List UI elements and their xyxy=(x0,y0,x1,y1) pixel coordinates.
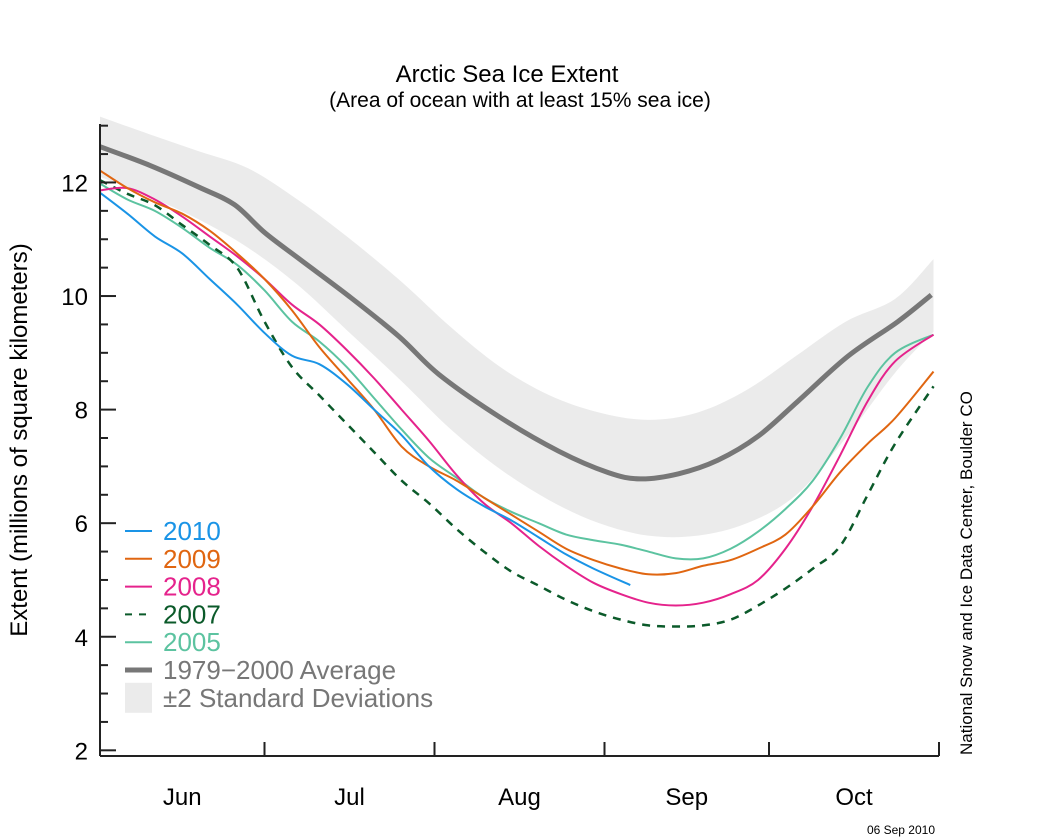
series-line-2007 xyxy=(99,179,935,628)
y-tick-label: 12 xyxy=(61,170,88,197)
series-line-2010 xyxy=(99,191,631,586)
chart-title: Arctic Sea Ice Extent xyxy=(396,61,619,88)
plot-area xyxy=(99,116,935,628)
date-stamp: 06 Sep 2010 xyxy=(867,823,935,837)
legend-label: 2010 xyxy=(163,516,221,546)
credit-text: National Snow and Ice Data Center, Bould… xyxy=(957,391,976,755)
y-axis-label: Extent (millions of square kilometers) xyxy=(6,243,33,636)
axes: 2 4 6 8 10 12 Jun Jul Aug Sep Oct xyxy=(61,124,940,811)
legend-label: 2009 xyxy=(163,544,221,574)
x-tick-label-oct: Oct xyxy=(835,784,873,811)
x-tick-label-jun: Jun xyxy=(163,784,202,811)
x-ticks: Jun Jul Aug Sep Oct xyxy=(163,742,940,811)
chart-subtitle: (Area of ocean with at least 15% sea ice… xyxy=(329,89,711,112)
series-line-2009 xyxy=(99,169,935,576)
y-tick-label: 2 xyxy=(75,738,88,765)
series-line-1979-2000-average xyxy=(99,144,933,482)
y-tick-label: 10 xyxy=(61,284,88,311)
legend-swatch-band xyxy=(125,682,152,713)
series-line-2005 xyxy=(99,182,934,561)
legend-label: ±2 Standard Deviations xyxy=(163,683,433,713)
y-tick-label: 4 xyxy=(75,625,88,652)
legend-label: 2005 xyxy=(163,627,221,657)
std-band xyxy=(100,116,934,538)
legend-label: 2007 xyxy=(163,599,221,629)
x-tick-label-aug: Aug xyxy=(498,784,541,811)
series-line-2008 xyxy=(99,186,935,607)
x-tick-label-sep: Sep xyxy=(665,784,708,811)
y-tick-label: 6 xyxy=(75,511,88,538)
legend-label: 1979−2000 Average xyxy=(163,655,396,685)
x-tick-label-jul: Jul xyxy=(334,784,365,811)
series-layer xyxy=(99,144,935,628)
y-ticks: 2 4 6 8 10 12 xyxy=(61,124,116,765)
legend-label: 2008 xyxy=(163,572,221,602)
y-tick-label: 8 xyxy=(75,398,88,425)
